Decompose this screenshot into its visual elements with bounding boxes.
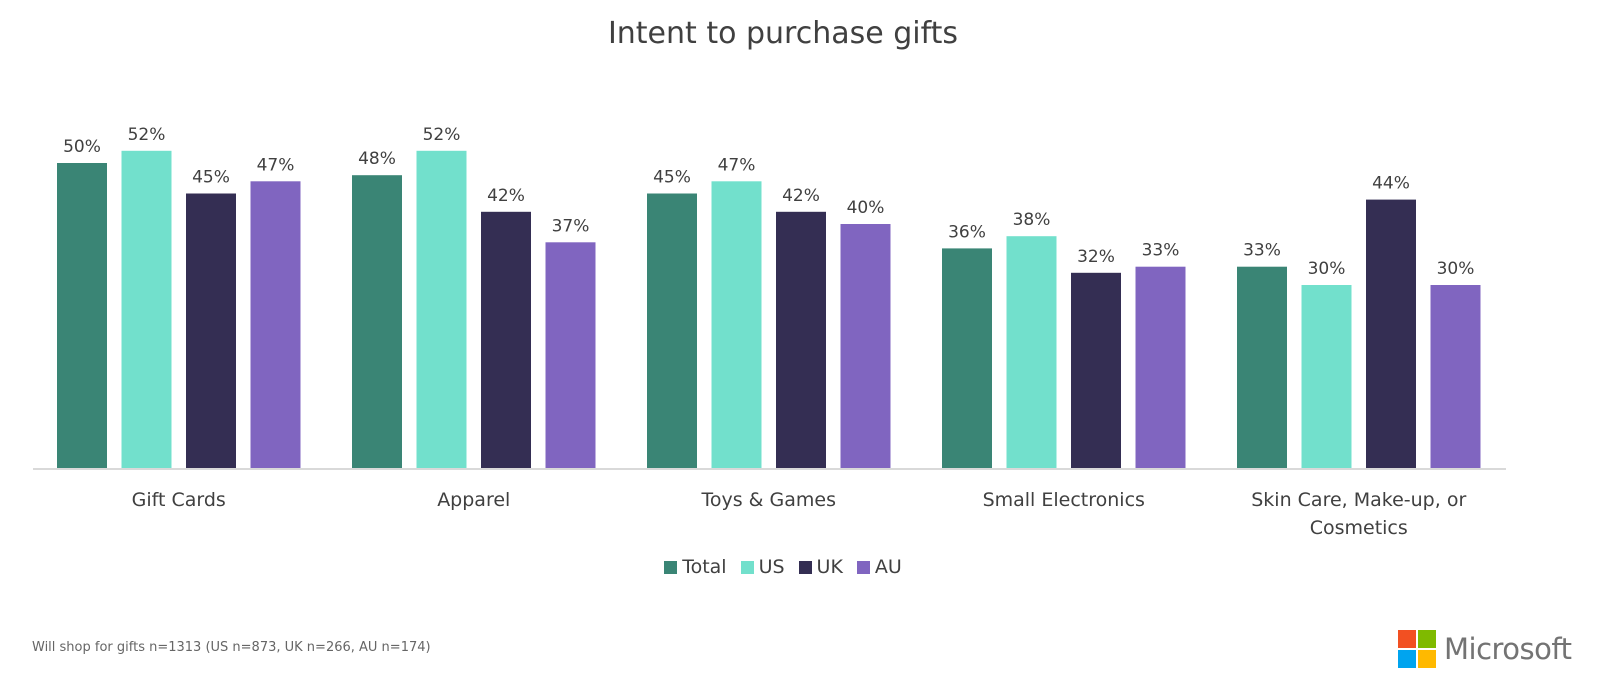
microsoft-logo-icon <box>1398 630 1436 668</box>
value-label: 52% <box>128 125 166 145</box>
legend-label: Total <box>682 556 727 578</box>
value-label: 33% <box>1142 241 1180 261</box>
category-label: Toys & Games <box>700 489 836 511</box>
footnote: Will shop for gifts n=1313 (US n=873, UK… <box>32 640 431 655</box>
bar-us-2 <box>711 181 762 469</box>
legend-swatch <box>798 560 812 574</box>
category-label: Skin Care, Make-up, or <box>1251 489 1466 511</box>
legend-item-total: Total <box>664 556 727 578</box>
legend-item-us: US <box>740 556 785 578</box>
bar-uk-1 <box>481 211 531 469</box>
bar-au-4 <box>1430 285 1481 468</box>
bar-total-1 <box>352 175 402 468</box>
category-label: Gift Cards <box>132 489 226 511</box>
logo-square-blue <box>1398 650 1416 668</box>
value-label: 30% <box>1437 259 1475 279</box>
value-labels-group: 50% 52% 45% 47% 48% 52% 42% 37% 45% 47% 42% 40% 36% 3… <box>63 125 1474 279</box>
bar-us-0 <box>121 150 172 469</box>
legend-label: UK <box>816 556 843 578</box>
bar-au-0 <box>250 181 301 469</box>
value-label: 40% <box>847 198 885 218</box>
legend: Total US UK AU <box>0 556 1566 578</box>
bar-total-0 <box>57 163 107 468</box>
microsoft-logo: Microsoft <box>1398 630 1572 668</box>
legend-label: US <box>758 556 785 578</box>
logo-square-green <box>1418 630 1436 648</box>
legend-item-uk: UK <box>798 556 843 578</box>
logo-square-red <box>1398 630 1416 648</box>
logo-text: Microsoft <box>1444 632 1572 666</box>
category-label: Apparel <box>437 489 510 511</box>
bar-total-2 <box>647 193 697 468</box>
bar-total-4 <box>1237 266 1287 468</box>
category-label: Small Electronics <box>983 489 1145 511</box>
category-labels-group: Gift Cards Apparel Toys & Games Small Elect… <box>132 489 1467 539</box>
bars-group <box>57 150 1481 469</box>
value-label: 30% <box>1308 259 1346 279</box>
legend-item-au: AU <box>856 556 902 578</box>
bar-au-3 <box>1135 266 1186 468</box>
bar-uk-4 <box>1366 199 1416 468</box>
bar-uk-3 <box>1071 272 1121 468</box>
bar-us-1 <box>416 150 467 469</box>
value-label: 37% <box>552 216 590 236</box>
value-label: 44% <box>1372 174 1410 194</box>
bar-total-3 <box>942 248 992 468</box>
value-label: 42% <box>487 186 525 206</box>
value-label: 42% <box>782 186 820 206</box>
value-label: 47% <box>718 155 756 175</box>
value-label: 52% <box>423 125 461 145</box>
legend-swatch <box>740 560 754 574</box>
value-label: 45% <box>653 168 691 188</box>
bar-chart: 50% 52% 45% 47% 48% 52% 42% 37% 45% 47% 42% 40% 36% 3… <box>33 125 1506 539</box>
chart-title: Intent to purchase gifts <box>607 16 959 51</box>
legend-swatch <box>856 560 870 574</box>
bar-us-4 <box>1301 285 1352 468</box>
value-label: 38% <box>1013 210 1051 230</box>
bar-uk-0 <box>186 193 236 468</box>
bar-us-3 <box>1006 236 1057 468</box>
value-label: 32% <box>1077 247 1115 267</box>
value-label: 36% <box>948 222 986 242</box>
bar-uk-2 <box>776 211 826 469</box>
value-label: 45% <box>192 168 230 188</box>
logo-square-yellow <box>1418 650 1436 668</box>
bar-au-1 <box>545 242 596 468</box>
legend-swatch <box>664 560 678 574</box>
legend-label: AU <box>874 556 902 578</box>
value-label: 47% <box>257 155 295 175</box>
value-label: 50% <box>63 137 101 157</box>
value-label: 48% <box>358 149 396 169</box>
value-label: 33% <box>1243 241 1281 261</box>
category-label: Cosmetics <box>1310 517 1408 539</box>
bar-au-2 <box>840 224 891 468</box>
